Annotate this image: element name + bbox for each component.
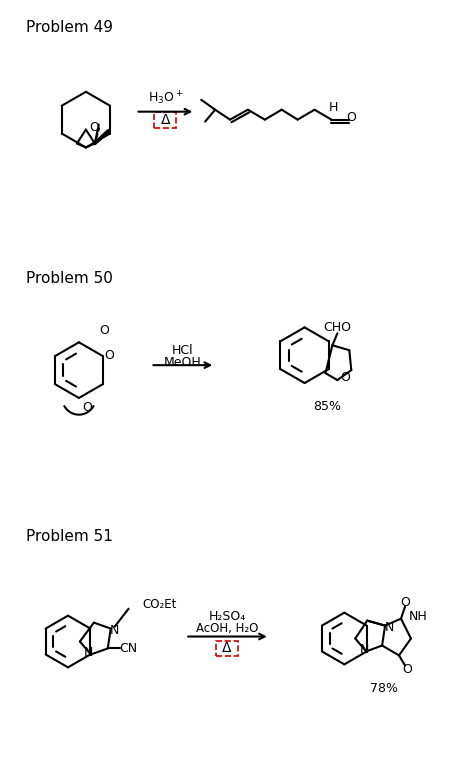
Text: O: O <box>99 324 109 337</box>
Text: H$_3$O$^+$: H$_3$O$^+$ <box>148 90 183 107</box>
Text: O: O <box>340 370 350 384</box>
Text: O: O <box>82 402 92 414</box>
Text: Problem 50: Problem 50 <box>26 271 113 286</box>
Text: O: O <box>402 663 412 676</box>
Text: O: O <box>104 348 113 362</box>
Text: 85%: 85% <box>313 400 341 413</box>
Text: CHO: CHO <box>323 321 351 334</box>
Text: N: N <box>384 621 394 634</box>
Text: O: O <box>400 596 410 609</box>
Text: Problem 51: Problem 51 <box>26 529 113 544</box>
Text: N: N <box>110 624 120 637</box>
Text: AcOH, H₂O: AcOH, H₂O <box>196 622 258 635</box>
Text: CO₂Et: CO₂Et <box>142 598 177 612</box>
Text: N: N <box>360 643 369 656</box>
Text: H₂SO₄: H₂SO₄ <box>208 610 246 623</box>
Text: Δ: Δ <box>161 113 170 127</box>
Text: NH: NH <box>409 610 428 623</box>
Text: Δ: Δ <box>222 641 232 655</box>
Text: CN: CN <box>120 642 138 655</box>
Text: H: H <box>329 101 338 114</box>
Text: HCl: HCl <box>171 344 193 357</box>
Text: N: N <box>84 646 93 659</box>
Text: Problem 49: Problem 49 <box>26 20 113 35</box>
Text: 78%: 78% <box>370 682 398 695</box>
Text: O: O <box>89 121 99 134</box>
Text: MeOH: MeOH <box>163 355 201 369</box>
Text: O: O <box>347 111 356 124</box>
